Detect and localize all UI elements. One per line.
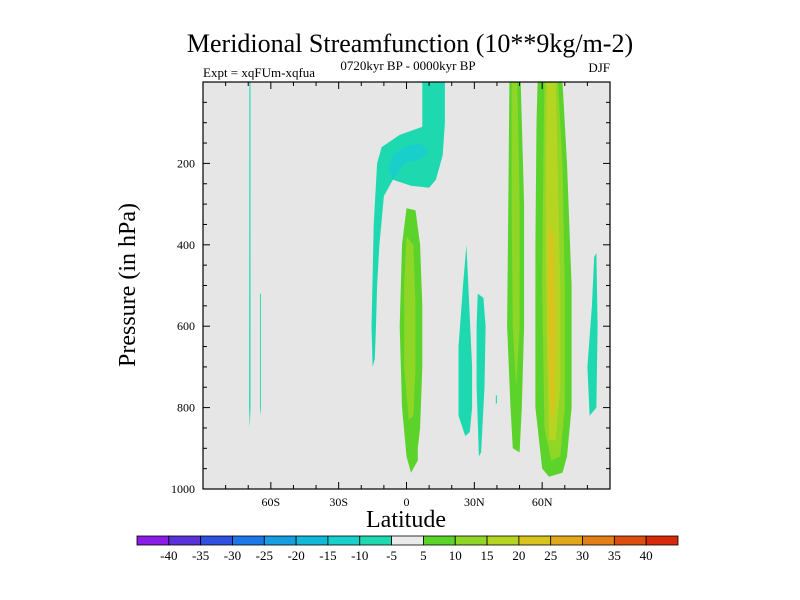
contour-region-0	[249, 82, 251, 428]
colorbar-swatch	[232, 535, 265, 546]
colorbar-swatch	[359, 535, 392, 546]
colorbar-label: -35	[192, 548, 209, 563]
y-tick-label: 600	[177, 319, 195, 333]
experiment-label: Expt = xqFUm-xqfua	[203, 65, 315, 80]
y-tick-label: 1000	[171, 482, 195, 496]
colorbar-swatch	[518, 535, 552, 546]
colorbar-swatch	[263, 535, 297, 546]
colorbar-label: 10	[449, 548, 462, 563]
colorbar-swatch	[295, 535, 329, 546]
colorbar-label: 25	[544, 548, 557, 563]
x-tick-label: 30N	[464, 495, 485, 509]
contour-region-3	[388, 143, 430, 180]
colorbar-swatch	[550, 535, 583, 546]
contour-region-15	[587, 252, 598, 416]
colorbar-label: -5	[386, 548, 397, 563]
y-axis-label: Pressure (in hPa)	[115, 203, 141, 367]
contour-region-6	[495, 395, 497, 404]
colorbar-swatch	[136, 535, 170, 546]
colorbar-label: -25	[256, 548, 273, 563]
colorbar-label: 5	[420, 548, 427, 563]
colorbar-swatch	[168, 535, 202, 546]
colorbar-label: 20	[512, 548, 525, 563]
colorbar-label: -20	[287, 548, 304, 563]
colorbar-swatch	[454, 535, 488, 546]
axis-ticks: 60S 30S 0 30N 60N 200 400 600 800 1000	[171, 82, 610, 509]
colorbar-swatch	[613, 535, 647, 546]
colorbar-swatch	[423, 535, 456, 546]
colorbar-swatch	[645, 535, 679, 546]
colorbar-swatch	[582, 535, 615, 546]
time-range-label: 0720kyr BP - 0000kyr BP	[340, 58, 475, 73]
x-axis-label: Latitude	[366, 507, 446, 533]
contour-region-4	[458, 244, 473, 437]
colorbar-swatch	[200, 535, 233, 546]
contour-region-5	[476, 293, 486, 457]
y-tick-label: 400	[177, 238, 195, 252]
colorbar-label: 35	[608, 548, 621, 563]
plot-area: 60S 30S 0 30N 60N 200 400 600 800 1000	[171, 81, 611, 509]
chart-title: Meridional Streamfunction (10**9kg/m-2)	[187, 29, 633, 58]
contour-region-1	[260, 293, 261, 416]
colorbar-label: 40	[640, 548, 653, 563]
contour-region-8	[511, 82, 520, 388]
contour-region-14	[547, 224, 556, 420]
x-tick-label: 30S	[329, 495, 348, 509]
x-tick-label: 0	[404, 495, 410, 509]
colorbar-swatch	[486, 535, 520, 546]
colorbar-label: 30	[576, 548, 589, 563]
colorbar-swatch	[327, 535, 361, 546]
colorbar-label: -10	[351, 548, 368, 563]
colorbar-label: -15	[319, 548, 336, 563]
contour-regions	[249, 82, 598, 477]
contour-region-10	[404, 236, 416, 420]
colorbar-label: -40	[160, 548, 177, 563]
x-tick-label: 60N	[532, 495, 553, 509]
y-tick-label: 800	[177, 401, 195, 415]
colorbar-label: -30	[224, 548, 241, 563]
y-tick-label: 200	[177, 156, 195, 170]
colorbar-swatch	[391, 535, 424, 546]
x-tick-label: 60S	[261, 495, 280, 509]
colorbar-label: 15	[481, 548, 494, 563]
season-label: DJF	[588, 60, 610, 75]
colorbar: -40 -35 -30 -25 -20 -15 -10 -5 5 10 15 20 25 30 35 40	[136, 535, 679, 563]
